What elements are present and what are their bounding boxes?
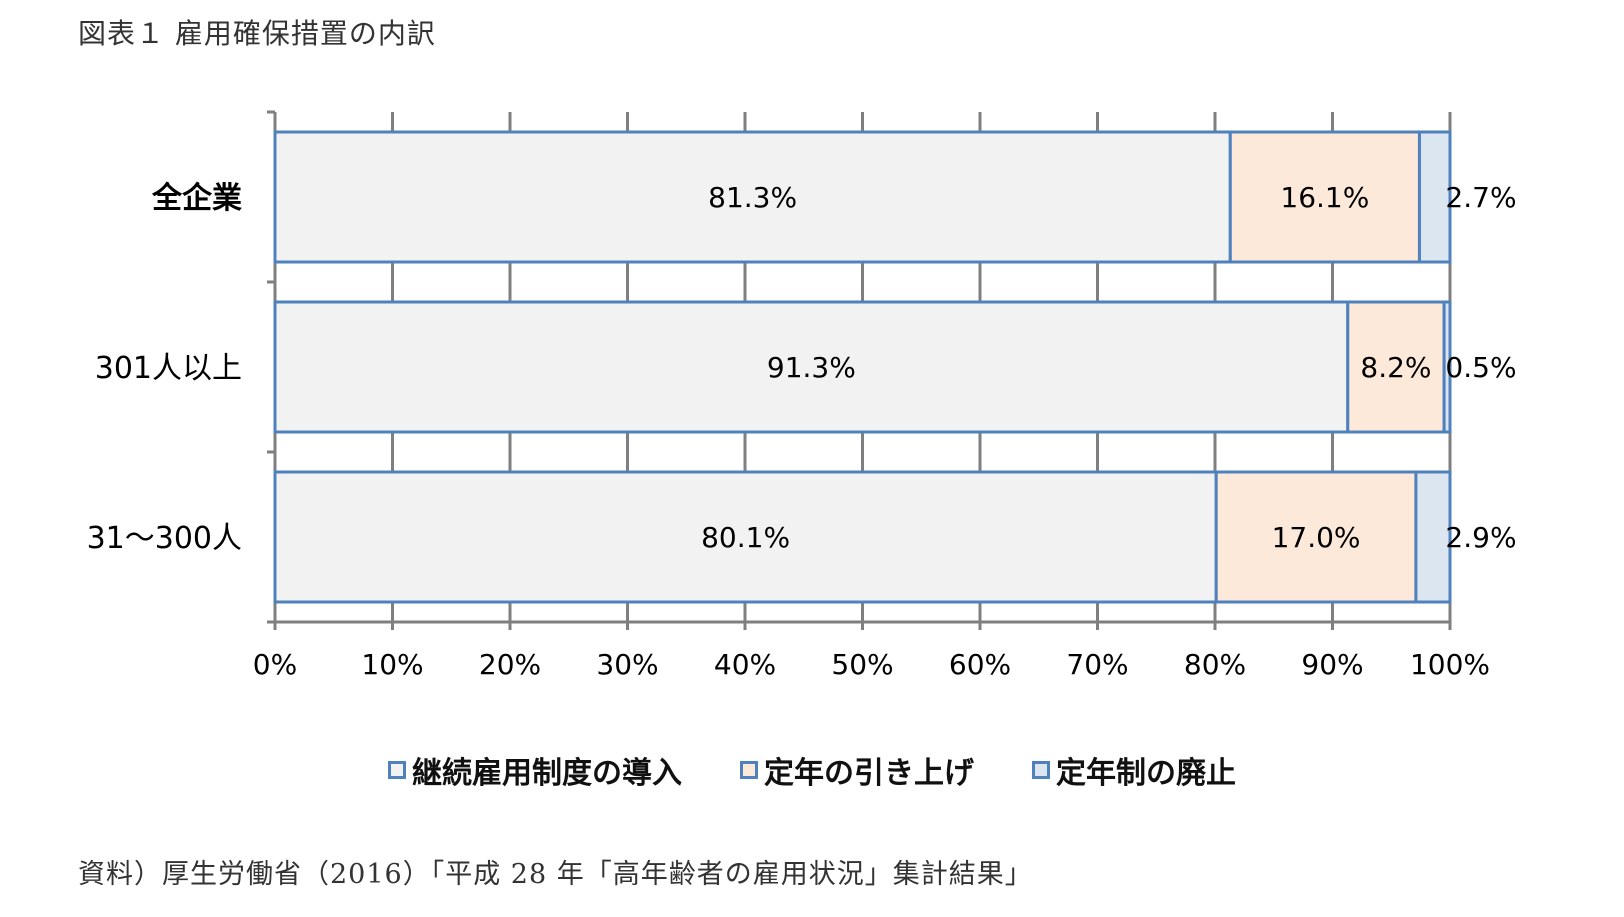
data-label: 16.1% <box>1280 181 1369 214</box>
data-label: 17.0% <box>1272 521 1361 554</box>
data-label: 0.5% <box>1445 351 1516 384</box>
x-tick-label: 30% <box>596 648 658 681</box>
x-tick-label: 100% <box>1410 648 1490 681</box>
x-tick-label: 40% <box>714 648 776 681</box>
figure-title: 図表１ 雇用確保措置の内訳 <box>78 17 436 50</box>
x-tick-label: 0% <box>253 648 297 681</box>
data-label: 8.2% <box>1360 351 1431 384</box>
bar-segment <box>273 470 1218 604</box>
bar-segment <box>1442 300 1452 434</box>
bar-segment <box>1417 130 1452 264</box>
x-tick-label: 50% <box>831 648 893 681</box>
data-label: 91.3% <box>767 351 856 384</box>
bar-segment <box>273 130 1232 264</box>
bar-segment <box>1346 300 1446 434</box>
legend-swatch-abolish-retirement <box>1032 761 1050 779</box>
x-tick-label: 90% <box>1301 648 1363 681</box>
category-label: 全企業 <box>151 181 242 216</box>
data-label: 80.1% <box>701 521 790 554</box>
bar-segment <box>273 300 1350 434</box>
bar-segment <box>1414 470 1452 604</box>
legend-swatch-raise-retirement-age <box>740 761 758 779</box>
legend-swatch-continued-employment <box>388 761 406 779</box>
legend-label-abolish-retirement: 定年制の廃止 <box>1056 756 1236 791</box>
legend-label-raise-retirement-age: 定年の引き上げ <box>764 756 974 791</box>
x-tick-label: 20% <box>479 648 541 681</box>
data-label: 2.7% <box>1445 181 1516 214</box>
x-tick-label: 10% <box>361 648 423 681</box>
source-note: 資料）厚生労働省（2016）「平成 28 年「高年齢者の雇用状況」集計結果」 <box>78 859 1033 890</box>
legend-item-abolish-retirement: 定年制の廃止 <box>1032 748 1236 792</box>
legend-item-continued-employment: 継続雇用制度の導入 <box>388 748 682 792</box>
category-label: 301人以上 <box>95 351 242 386</box>
legend-item-raise-retirement-age: 定年の引き上げ <box>740 748 974 792</box>
x-tick-label: 60% <box>949 648 1011 681</box>
data-label: 2.9% <box>1445 521 1516 554</box>
x-tick-label: 80% <box>1184 648 1246 681</box>
category-label: 31～300人 <box>87 521 242 556</box>
x-tick-label: 70% <box>1066 648 1128 681</box>
chart-legend: 継続雇用制度の導入 定年の引き上げ 定年制の廃止 <box>0 748 1624 792</box>
legend-label-continued-employment: 継続雇用制度の導入 <box>412 756 682 791</box>
data-label: 81.3% <box>708 181 797 214</box>
bar-segment <box>1214 470 1418 604</box>
